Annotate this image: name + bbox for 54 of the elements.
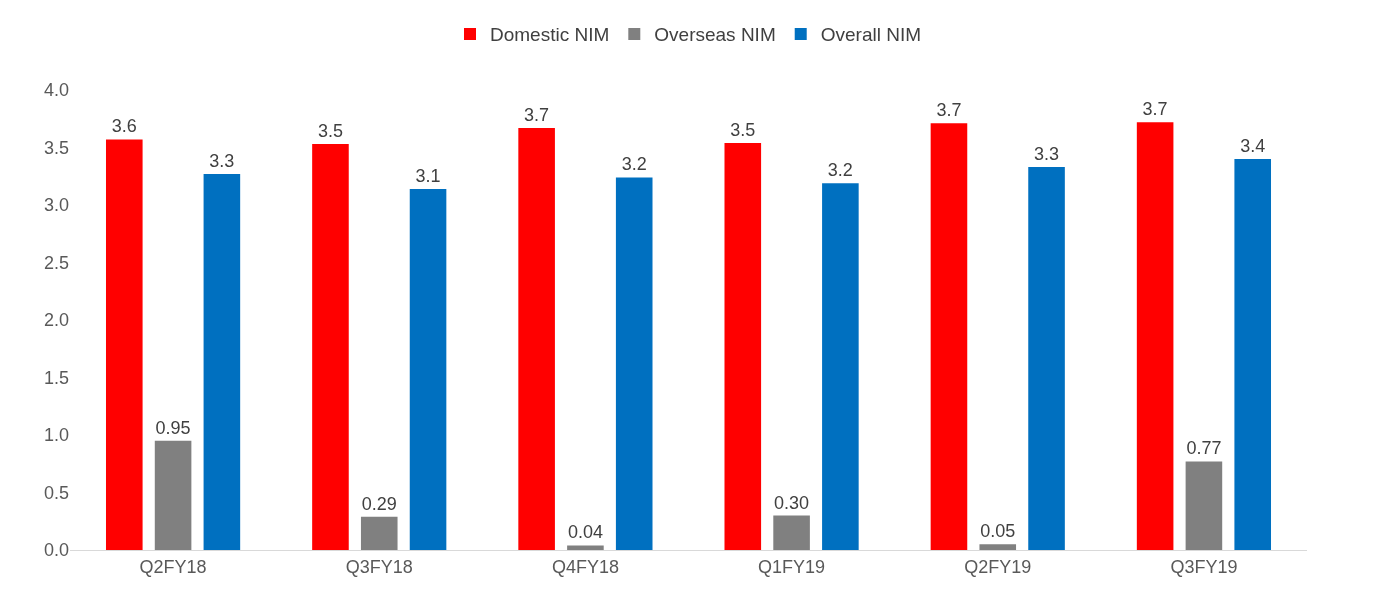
- data-label: 3.2: [827, 160, 853, 181]
- y-tick-label: 0.5: [43, 482, 69, 503]
- y-tick-label: 4.0: [43, 80, 69, 101]
- bar: [615, 177, 653, 550]
- data-label: 0.95: [155, 417, 191, 438]
- y-tick-label: 2.0: [43, 310, 69, 331]
- data-label: 3.4: [1240, 136, 1266, 156]
- bar: [724, 142, 762, 550]
- legend-label: Domestic NIM: [490, 24, 610, 46]
- x-tick-label: Q2FY19: [964, 556, 1032, 577]
- bar: [360, 516, 398, 550]
- bar: [1136, 122, 1174, 550]
- legend-label: Overseas NIM: [654, 24, 776, 46]
- data-label: 3.1: [415, 165, 441, 186]
- y-tick-label: 1.5: [43, 367, 69, 388]
- bar: [312, 144, 349, 550]
- bar: [1234, 159, 1272, 550]
- bar: [518, 127, 555, 550]
- bar: [409, 188, 447, 550]
- bar: [773, 515, 810, 550]
- data-label: 3.6: [111, 116, 137, 137]
- bar: [1028, 167, 1065, 550]
- bar: [105, 139, 143, 550]
- bar: [1185, 461, 1223, 550]
- y-tick-label: 3.5: [43, 137, 69, 158]
- bar: [154, 440, 192, 550]
- legend-label: Overall NIM: [820, 24, 922, 46]
- data-label: 3.7: [524, 104, 550, 125]
- x-tick-label: Q2FY18: [139, 556, 207, 577]
- bar: [203, 173, 241, 550]
- x-tick-label: Q1FY19: [758, 556, 826, 577]
- data-label: 3.2: [621, 154, 647, 175]
- data-label: 0.30: [774, 492, 810, 513]
- bar: [930, 123, 968, 550]
- data-label: 3.5: [730, 119, 756, 140]
- bar: [567, 545, 604, 550]
- bar: [822, 183, 859, 550]
- data-label: 3.7: [1142, 99, 1168, 120]
- x-tick-label: Q4FY18: [551, 556, 619, 577]
- data-label: 3.5: [317, 121, 343, 142]
- x-tick-label: Q3FY18: [345, 556, 413, 577]
- y-tick-label: 1.0: [43, 425, 69, 446]
- y-tick-label: 0.0: [43, 540, 69, 561]
- data-label: 0.77: [1186, 438, 1222, 459]
- data-label: 3.3: [209, 150, 235, 171]
- x-tick-label: Q3FY19: [1170, 556, 1238, 577]
- y-tick-label: 3.0: [43, 195, 69, 216]
- data-label: 0.05: [980, 521, 1016, 542]
- data-label: 0.04: [567, 522, 603, 543]
- data-label: 3.3: [1034, 144, 1060, 165]
- data-label: 3.7: [936, 100, 962, 121]
- y-tick-label: 2.5: [43, 252, 69, 273]
- bar: [979, 544, 1017, 550]
- data-label: 0.29: [361, 493, 397, 514]
